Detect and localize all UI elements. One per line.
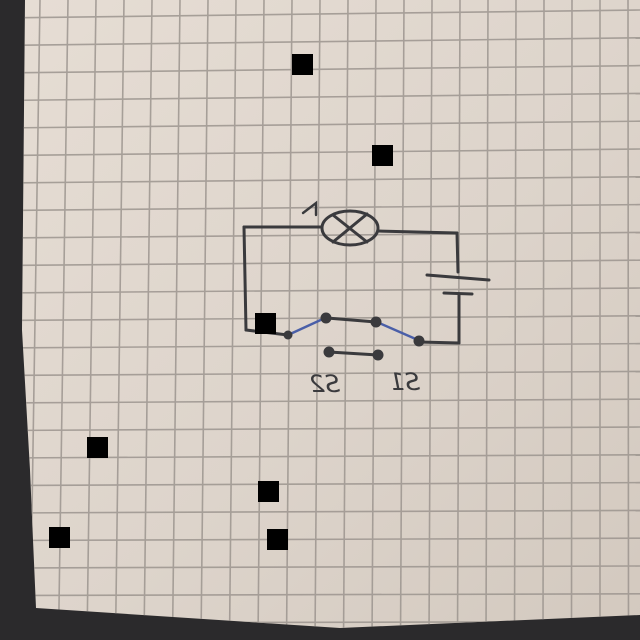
grid-line-vertical [200,0,209,628]
grid-line-horizontal [22,203,640,212]
grid-line-vertical [570,0,573,628]
grid-line-horizontal [22,315,640,322]
grid-line-horizontal [22,592,640,597]
lamp-symbol [320,209,380,247]
grid-line-vertical [228,0,237,628]
black-square [258,481,279,502]
grid-line-horizontal [22,259,640,267]
switch-label-s2: S2 [309,370,340,398]
grid-line-horizontal [22,370,640,377]
contact-dots [283,312,425,361]
grid-line-horizontal [22,9,640,19]
redaction-markers [49,54,393,550]
grid-line-horizontal [22,92,640,102]
circuit-drawing [242,209,491,357]
grid-line-vertical [627,0,630,628]
black-square [49,527,70,548]
black-square [267,529,288,550]
black-square [372,145,393,166]
grid-line-horizontal [22,148,640,157]
black-square [255,313,276,334]
switch-bottom-bar [327,350,380,357]
switch-arm-left [286,316,327,337]
grid-line-vertical [428,0,433,628]
wire-bottom-right [417,340,461,345]
grid-line-vertical [513,0,517,628]
contact-dot [413,335,425,347]
black-square [87,437,108,458]
grid-line-horizontal [22,231,640,239]
handwriting [301,200,318,217]
black-square [292,54,313,75]
contact-dot [320,312,332,324]
contact-dot [283,330,293,340]
switch-arms [286,316,420,342]
grid-line-horizontal [22,565,640,569]
grid-line-horizontal [22,37,640,47]
grid-line-horizontal [22,342,640,349]
grid-line-horizontal [22,537,640,542]
switch-arm-right [375,320,420,342]
grid-line-vertical [314,0,321,628]
switch-label-s1: S1 [389,368,420,396]
grid-line-horizontal [22,176,640,184]
grid-line-horizontal [22,64,640,74]
contact-dot [323,346,335,358]
wire-top-right [376,229,459,235]
paper-sheet [22,0,640,628]
wire-right-upper [455,231,460,274]
battery-short-plate [442,291,474,296]
grid-line-vertical [542,0,545,628]
lamp-label-stroke [301,200,318,217]
grid-line-horizontal [22,287,640,294]
grid-line-horizontal [22,509,640,514]
mirrored-labels: S2 S1 [309,368,420,398]
grid-line-horizontal [22,426,640,432]
grid-line-horizontal [22,481,640,487]
battery-long-plate [425,273,491,282]
grid-line-vertical [399,0,405,628]
grid-line-horizontal [22,120,640,129]
grid-line-vertical [485,0,489,628]
contact-dot [372,349,384,361]
grid-line-horizontal [22,398,640,404]
switch-top-bar [325,316,378,324]
wire-left [242,225,248,332]
lamp-cross [331,212,369,244]
contact-dot [370,316,382,328]
